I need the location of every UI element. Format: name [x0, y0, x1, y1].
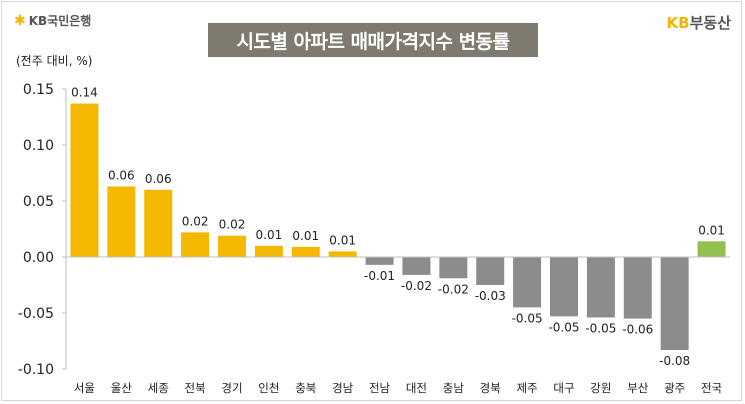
y-tick-label: 0.15	[23, 82, 54, 98]
data-label: -0.03	[475, 289, 506, 303]
data-label: 0.01	[698, 223, 725, 237]
brand-kb: KB	[666, 14, 690, 32]
bar	[439, 257, 468, 279]
x-category-label: 경북	[480, 381, 501, 395]
x-category-label: 경기	[221, 381, 242, 395]
kb-star-icon: ✱	[14, 12, 26, 29]
data-label: -0.05	[512, 311, 543, 325]
x-category-label: 인천	[258, 381, 279, 395]
y-tick-label: -0.10	[18, 362, 54, 378]
bar	[218, 235, 246, 257]
bar	[107, 186, 136, 257]
data-label: 0.02	[219, 218, 246, 232]
x-category-label: 세종	[148, 381, 169, 395]
x-category-label: 대구	[553, 381, 574, 395]
kb-realestate-brand: KB부동산	[667, 12, 731, 33]
bar	[254, 245, 283, 257]
x-category-label: 광주	[664, 381, 685, 395]
data-label: 0.02	[182, 214, 209, 228]
y-tick-label: 0.00	[23, 250, 54, 266]
bar	[402, 257, 431, 275]
data-label: 0.06	[145, 172, 172, 186]
x-category-label: 충남	[443, 381, 465, 395]
bar	[291, 246, 320, 257]
bar	[181, 232, 210, 257]
x-category-label: 전남	[369, 381, 391, 395]
x-category-label: 충북	[295, 381, 316, 395]
data-label: -0.02	[401, 279, 432, 293]
y-axis-unit-label: (전주 대비, %)	[16, 54, 93, 68]
x-category-label: 전북	[185, 381, 206, 395]
bar	[476, 257, 505, 285]
bar	[550, 257, 578, 317]
bar	[328, 251, 357, 257]
y-tick-label: -0.05	[18, 306, 54, 322]
bar	[697, 241, 726, 257]
bar	[513, 257, 542, 308]
bar	[70, 103, 99, 257]
data-label: 0.01	[292, 229, 319, 243]
y-tick-label: 0.05	[23, 194, 54, 210]
x-category-label: 서울	[74, 381, 95, 395]
data-label: -0.08	[659, 354, 690, 368]
x-category-label: 부산	[627, 381, 649, 395]
data-label: 0.01	[329, 233, 356, 247]
bar	[586, 257, 615, 318]
bar	[623, 257, 652, 319]
y-tick-label: 0.10	[23, 138, 54, 154]
data-label: -0.06	[622, 323, 653, 337]
bank-logo-text: KB국민은행	[28, 14, 92, 28]
bar	[365, 257, 394, 265]
bar	[660, 257, 689, 350]
data-label: 0.06	[108, 168, 135, 182]
x-category-label: 전국	[701, 381, 722, 395]
bar	[144, 189, 173, 257]
data-label: -0.05	[585, 321, 616, 335]
x-category-label: 대전	[406, 381, 427, 395]
data-label: -0.02	[438, 282, 469, 296]
x-category-label: 경남	[332, 381, 354, 395]
data-label: -0.01	[364, 269, 395, 283]
x-category-label: 울산	[111, 381, 133, 395]
x-category-label: 강원	[590, 381, 611, 395]
data-label: 0.14	[71, 86, 98, 100]
x-category-label: 제주	[517, 381, 538, 395]
brand-name: 부동산	[689, 14, 731, 32]
data-label: -0.05	[548, 320, 579, 334]
chart-title: 시도별 아파트 매매가격지수 변동률	[208, 23, 538, 57]
data-label: 0.01	[256, 228, 283, 242]
kb-bank-logo: ✱ KB국민은행	[14, 12, 91, 29]
